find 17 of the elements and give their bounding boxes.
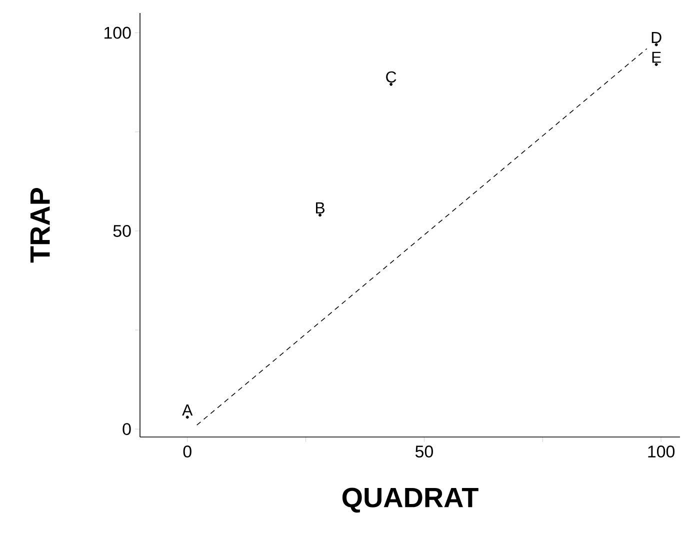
series-label: B <box>316 202 324 214</box>
x-tick-label: 50 <box>415 446 433 458</box>
series-label: D <box>652 32 662 43</box>
point <box>186 416 189 419</box>
point <box>654 43 658 46</box>
series-label: E <box>652 52 661 63</box>
y-axis-title: TRAP <box>30 188 50 263</box>
point <box>654 63 658 66</box>
y-tick-label: 0 <box>122 423 131 436</box>
point <box>318 214 322 217</box>
series-label: C <box>386 71 396 83</box>
series-label: A <box>182 404 193 416</box>
y-tick-label: 100 <box>104 26 131 39</box>
x-axis-title: QUADRAT <box>342 488 478 513</box>
x-tick-label: 0 <box>183 446 192 458</box>
y-tick-label: 50 <box>113 224 131 237</box>
x-tick-label: 100 <box>648 446 675 458</box>
